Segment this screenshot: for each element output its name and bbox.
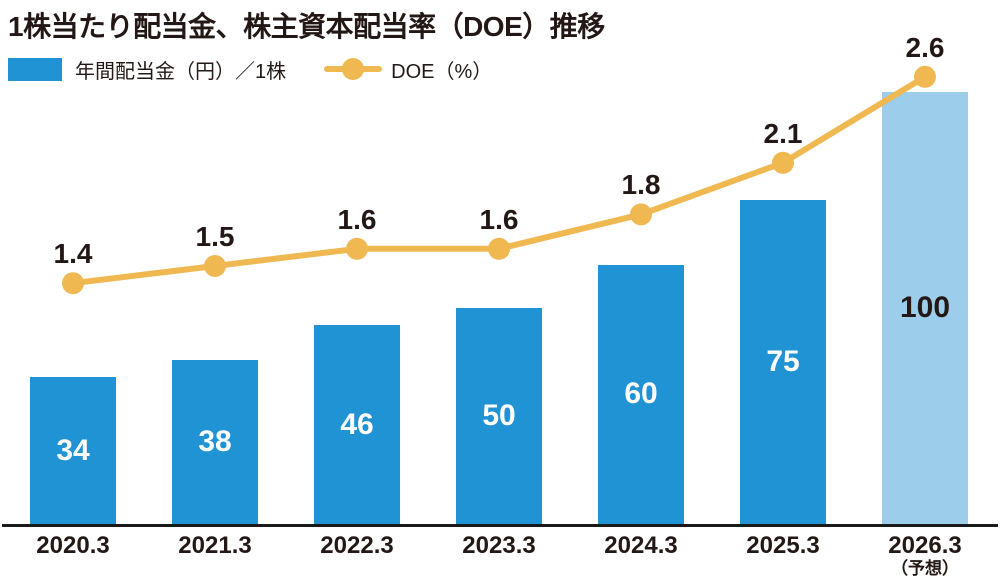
bar-2021.3: 38 (172, 359, 258, 524)
doe-value-label: 1.8 (621, 169, 661, 201)
x-axis-label: 2021.3 (178, 532, 252, 559)
doe-value-label: 1.6 (337, 203, 377, 235)
x-axis-label: 2023.3 (462, 532, 536, 559)
bar-value-label: 34 (56, 433, 90, 467)
bar-2020.3: 34 (30, 377, 116, 524)
bar-value-label: 100 (899, 291, 951, 324)
bar-value-label: 46 (340, 407, 374, 441)
doe-marker-icon (914, 65, 936, 88)
x-axis-line (2, 524, 998, 527)
bar-legend-swatch (8, 57, 62, 81)
doe-value-label: 1.5 (195, 221, 235, 252)
doe-value-label: 2.6 (905, 31, 945, 63)
doe-marker-icon (62, 272, 84, 295)
bar-value-label: 38 (198, 424, 232, 458)
bar-legend-label: 年間配当金（円）／1株 (75, 60, 287, 83)
doe-marker-icon (346, 237, 368, 260)
doe-marker-icon (488, 237, 510, 260)
bar-value-label: 50 (482, 399, 516, 432)
line-legend-marker (324, 57, 383, 81)
x-axis-label: 2020.3 (36, 532, 110, 559)
x-axis-forecast-note: （予想） (891, 559, 959, 578)
line-legend-dot-icon (342, 58, 365, 80)
doe-value-label: 1.4 (53, 238, 93, 270)
doe-value-label: 1.6 (479, 203, 519, 235)
x-axis-label: 2022.3 (320, 532, 394, 559)
bar-2023.3: 50 (456, 308, 542, 524)
bar-2025.3: 75 (740, 200, 826, 524)
x-axis-label: 2026.3 （予想） (854, 532, 996, 578)
bar-value-label: 60 (624, 377, 658, 411)
doe-value-label: 2.1 (763, 117, 803, 149)
doe-marker-icon (204, 255, 226, 277)
chart-title: 1株当たり配当金、株主資本配当率（DOE）推移 (8, 11, 605, 42)
bar-2026.3: 100 (882, 92, 968, 524)
line-legend-label: DOE（%） (391, 60, 493, 83)
bar-value-label: 75 (766, 345, 800, 378)
legend: 年間配当金（円）／1株 DOE（%） (8, 56, 493, 83)
x-axis-label: 2024.3 (604, 532, 678, 559)
bar-2022.3: 46 (314, 325, 400, 524)
doe-marker-icon (630, 203, 652, 226)
x-axis-label: 2025.3 (746, 532, 820, 559)
bar-2024.3: 60 (598, 264, 684, 524)
doe-marker-icon (772, 151, 794, 174)
